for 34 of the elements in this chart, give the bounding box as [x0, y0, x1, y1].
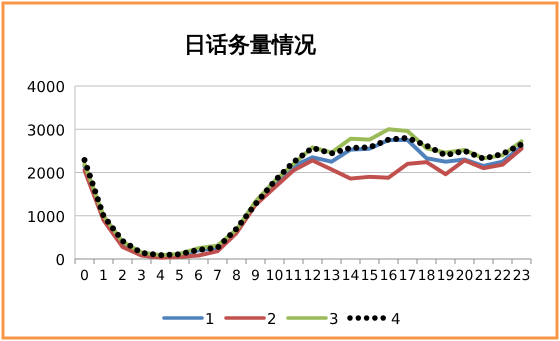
x-tick-label: 22	[494, 268, 512, 284]
x-tick-label: 7	[213, 268, 222, 284]
legend-label: 4	[391, 310, 401, 328]
x-tick-label: 19	[436, 268, 454, 284]
x-tick-label: 1	[99, 268, 108, 284]
x-tick-label: 17	[398, 268, 416, 284]
x-tick-label: 15	[360, 268, 378, 284]
x-tick-label: 4	[156, 268, 166, 284]
x-tick-label: 6	[194, 268, 204, 284]
x-tick-label: 8	[232, 268, 241, 284]
x-tick-label: 2	[118, 268, 127, 284]
x-tick-label: 14	[342, 268, 360, 284]
legend-label: 2	[267, 310, 277, 328]
x-tick-label: 21	[474, 268, 492, 284]
x-tick-label: 0	[80, 268, 89, 284]
chart-title: 日话务量情况	[184, 33, 317, 58]
x-tick-label: 3	[137, 268, 146, 284]
x-tick-label: 9	[251, 268, 260, 284]
x-tick-label: 13	[322, 268, 340, 284]
x-tick-label: 16	[380, 268, 398, 284]
legend-label: 3	[329, 310, 339, 328]
x-tick-label: 12	[304, 268, 322, 284]
y-tick-label: 1000	[26, 208, 65, 226]
legend-label: 1	[205, 310, 215, 328]
y-tick-label: 0	[55, 251, 65, 269]
x-tick-label: 11	[284, 268, 302, 284]
y-tick-label: 4000	[26, 78, 65, 96]
x-tick-label: 5	[175, 268, 184, 284]
x-tick-label: 18	[418, 268, 436, 284]
x-tick-label: 23	[512, 268, 530, 284]
x-tick-label: 20	[456, 268, 474, 284]
y-tick-label: 2000	[26, 164, 65, 182]
x-tick-label: 10	[266, 268, 284, 284]
y-tick-label: 3000	[26, 121, 65, 140]
